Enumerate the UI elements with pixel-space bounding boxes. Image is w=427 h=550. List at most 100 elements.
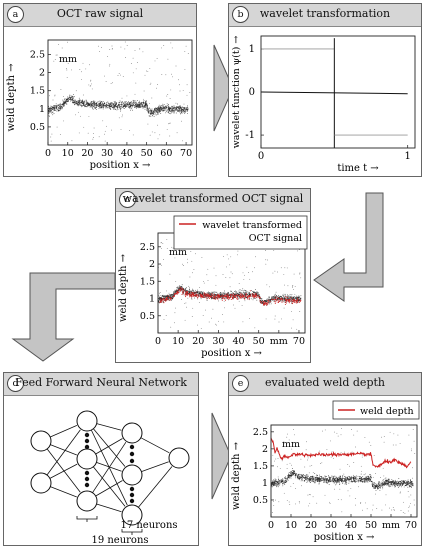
- outlier-point: [71, 140, 73, 142]
- outlier-point: [70, 69, 72, 71]
- outlier-point: [82, 62, 84, 64]
- signal-point: [165, 108, 167, 110]
- signal-point: [378, 483, 380, 485]
- outlier-point: [273, 249, 275, 251]
- signal-point: [295, 298, 297, 300]
- signal-point: [366, 481, 368, 483]
- signal-point: [170, 295, 172, 297]
- signal-point: [128, 103, 130, 105]
- signal-point: [51, 110, 53, 112]
- signal-point: [162, 294, 164, 296]
- outlier-point: [156, 87, 157, 89]
- signal-point: [101, 106, 103, 108]
- signal-point: [151, 108, 153, 110]
- signal-point: [287, 295, 289, 297]
- signal-point: [49, 108, 51, 110]
- outlier-point: [167, 104, 169, 106]
- outlier-point: [56, 106, 58, 107]
- signal-point: [149, 107, 151, 109]
- outlier-point: [54, 59, 56, 60]
- outlier-point: [156, 58, 158, 59]
- signal-point: [201, 291, 203, 292]
- signal-point: [185, 110, 187, 112]
- wavelet-point: [178, 289, 180, 291]
- wavelet-point: [162, 297, 164, 300]
- wavelet-point: [213, 296, 215, 299]
- signal-point: [98, 107, 100, 109]
- outlier-point: [78, 132, 80, 134]
- outlier-point: [173, 108, 174, 110]
- signal-point: [186, 110, 188, 112]
- wavelet-point: [193, 292, 195, 294]
- signal-point: [69, 96, 71, 97]
- signal-point: [268, 296, 269, 298]
- outlier-point: [168, 292, 170, 294]
- signal-point: [167, 107, 169, 109]
- signal-point: [94, 100, 96, 102]
- signal-point: [239, 289, 241, 291]
- signal-point: [71, 96, 73, 98]
- signal-point: [95, 104, 97, 106]
- signal-point: [402, 480, 404, 481]
- wavelet-point: [163, 302, 165, 304]
- outlier-point: [59, 134, 61, 136]
- signal-point: [283, 296, 285, 297]
- signal-point: [252, 291, 254, 293]
- signal-point: [172, 298, 174, 300]
- signal-point: [151, 112, 153, 114]
- signal-point: [95, 106, 97, 108]
- wavelet-point: [206, 295, 208, 297]
- signal-point: [132, 104, 134, 106]
- outlier-point: [216, 324, 217, 326]
- signal-point: [191, 297, 193, 299]
- signal-point: [126, 104, 128, 106]
- signal-point: [147, 107, 149, 109]
- signal-point: [178, 107, 180, 109]
- outlier-point: [179, 105, 181, 107]
- outlier-point: [230, 271, 232, 273]
- wavelet-point: [216, 297, 219, 300]
- signal-point: [73, 96, 75, 97]
- x-axis-label: position x →: [90, 160, 151, 171]
- signal-point: [59, 106, 61, 108]
- signal-point: [54, 105, 56, 107]
- signal-point: [147, 105, 148, 107]
- signal-point: [409, 485, 411, 486]
- signal-point: [127, 102, 129, 104]
- x-tick-label: 40: [233, 336, 245, 347]
- signal-point: [49, 115, 51, 117]
- signal-point: [84, 105, 86, 107]
- outlier-point: [265, 259, 267, 261]
- connection-line: [95, 480, 123, 497]
- y-tick-label: -1: [245, 130, 255, 141]
- signal-point: [59, 108, 61, 110]
- signal-point: [244, 293, 246, 295]
- outlier-point: [89, 85, 91, 87]
- signal-point: [353, 474, 354, 476]
- signal-point: [384, 480, 385, 482]
- signal-point: [176, 288, 178, 290]
- signal-point: [144, 108, 146, 110]
- wavelet-point: [195, 291, 197, 293]
- signal-point: [354, 477, 356, 479]
- wavelet-point: [195, 293, 197, 295]
- signal-point: [91, 103, 93, 105]
- signal-point: [86, 101, 88, 103]
- signal-point: [134, 104, 136, 106]
- signal-point: [169, 106, 171, 108]
- outlier-point: [98, 136, 100, 138]
- signal-point: [342, 475, 343, 477]
- wavelet-point: [274, 301, 276, 303]
- outlier-point: [146, 70, 148, 72]
- wavelet-point: [275, 299, 277, 301]
- signal-point: [181, 107, 183, 109]
- outlier-point: [167, 58, 169, 60]
- signal-point: [186, 109, 188, 111]
- signal-point: [318, 483, 320, 485]
- signal-point: [72, 96, 74, 98]
- signal-point: [286, 480, 288, 482]
- signal-point: [268, 302, 270, 304]
- signal-point: [170, 296, 172, 298]
- outlier-point: [48, 95, 50, 97]
- outlier-point: [114, 100, 116, 102]
